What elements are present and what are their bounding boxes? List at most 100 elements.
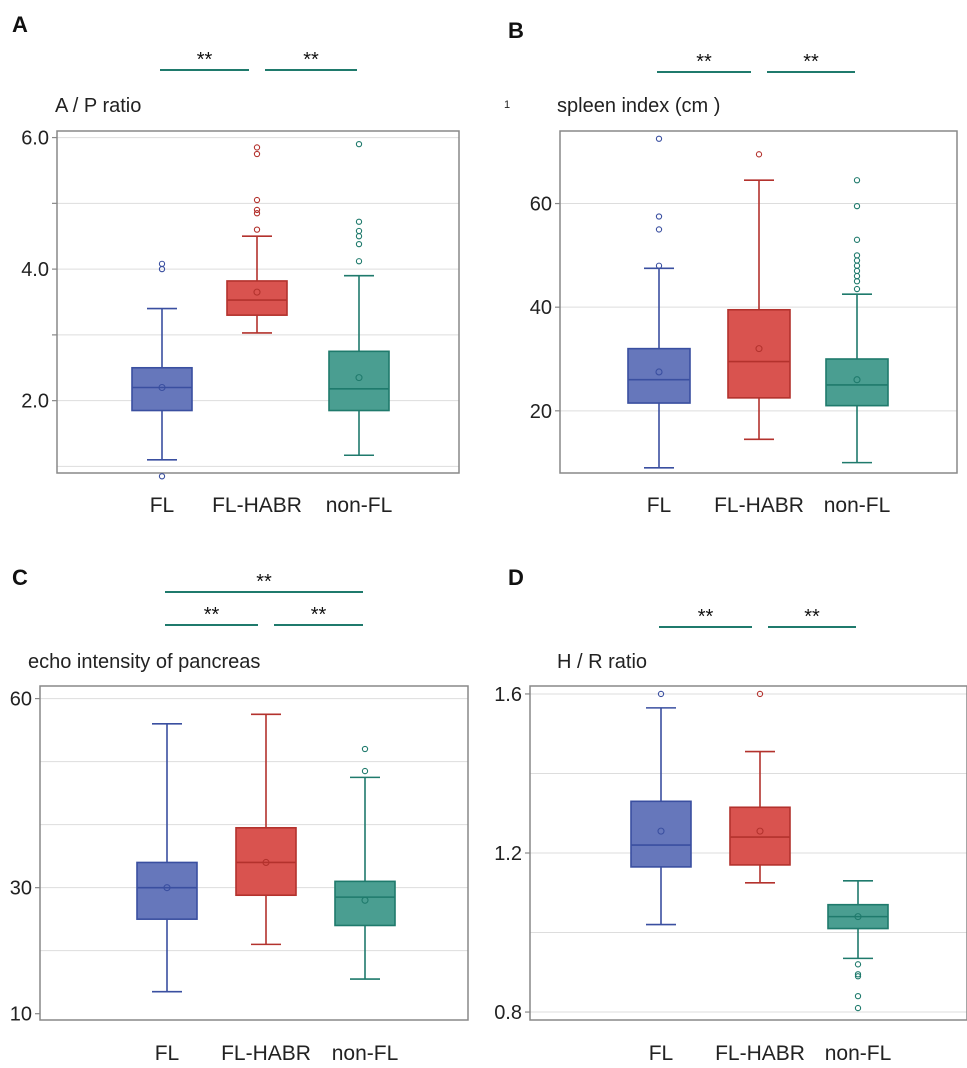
category-label: FL — [155, 1042, 180, 1065]
mean-marker — [361, 896, 369, 904]
significance-label: ** — [803, 51, 819, 73]
y-tick-label: 30 — [10, 878, 32, 900]
box-fl — [136, 723, 198, 993]
box-non-fl — [328, 141, 390, 457]
box-fl — [131, 260, 193, 480]
iqr-box — [131, 366, 193, 412]
y-axis-title: spleen index (cm ) — [557, 95, 720, 117]
significance-label: ** — [204, 604, 220, 626]
category-label: non-FL — [326, 494, 393, 517]
outlier-point — [853, 236, 861, 243]
y-axis-title: A / P ratio — [55, 95, 141, 117]
outlier-point — [655, 135, 663, 142]
outlier-point — [655, 262, 663, 269]
mean-marker — [262, 858, 270, 867]
mean-marker — [756, 827, 764, 835]
plot-frame — [56, 130, 460, 474]
outlier-point — [361, 745, 369, 753]
outlier-point — [355, 258, 363, 265]
panel-letter: C — [12, 565, 28, 590]
outlier-point — [853, 262, 861, 269]
plot-frame — [559, 130, 958, 474]
iqr-box — [630, 800, 692, 868]
y-tick-label: 60 — [530, 194, 552, 216]
category-label: FL-HABR — [715, 1042, 805, 1065]
outlier-point — [853, 202, 861, 210]
outlier-point — [655, 213, 663, 220]
y-axis-title-mark: 1 — [504, 99, 510, 111]
outlier-point — [755, 151, 763, 158]
significance-label: ** — [256, 571, 272, 593]
outlier-point — [253, 226, 261, 233]
outlier-point — [361, 767, 369, 775]
box-fl-habr — [727, 151, 791, 441]
box-non-fl — [825, 177, 889, 464]
category-label: FL — [647, 494, 672, 517]
iqr-box — [235, 826, 297, 897]
outlier-point — [853, 285, 861, 293]
outlier-point — [853, 252, 861, 259]
outlier-point — [253, 196, 261, 204]
outlier-point — [853, 278, 861, 285]
category-label: FL-HABR — [212, 494, 302, 517]
y-tick-label: 10 — [10, 1004, 32, 1026]
significance-label: ** — [698, 606, 714, 628]
outlier-point — [253, 150, 261, 158]
outlier-point — [657, 690, 665, 698]
outlier-point — [854, 971, 862, 978]
box-non-fl — [334, 745, 396, 980]
mean-marker — [854, 913, 862, 921]
y-tick-label: 2.0 — [21, 391, 49, 413]
outlier-point — [853, 257, 861, 264]
y-axis-title: H / R ratio — [557, 651, 647, 673]
box-fl-habr — [729, 690, 791, 884]
iqr-box — [627, 347, 691, 404]
outlier-point — [253, 206, 261, 214]
outlier-point — [756, 690, 764, 698]
outlier-point — [853, 177, 861, 184]
box-fl-habr — [226, 144, 288, 334]
mean-marker — [253, 288, 261, 296]
category-label: FL — [649, 1042, 674, 1065]
outlier-point — [853, 272, 861, 280]
box-non-fl — [827, 880, 889, 1012]
outlier-point — [854, 961, 862, 968]
box-fl — [630, 690, 692, 926]
significance-label: ** — [303, 49, 319, 71]
outlier-point — [655, 226, 663, 233]
y-tick-label: 4.0 — [21, 259, 49, 281]
significance-label: ** — [696, 51, 712, 73]
iqr-box — [729, 806, 791, 866]
outlier-point — [158, 260, 166, 268]
y-tick-label: 1.6 — [494, 684, 522, 706]
outlier-point — [158, 473, 166, 480]
panel-a: A A / P ratio 2.0 4.0 6.0 FL FL-HABR non-FL ** ** — [12, 12, 460, 517]
y-axis-title: echo intensity of pancreas — [28, 651, 260, 673]
mean-marker — [355, 374, 363, 382]
category-label: non-FL — [824, 494, 891, 517]
outlier-point — [355, 141, 363, 148]
outlier-point — [355, 227, 363, 235]
outlier-point — [355, 240, 363, 248]
significance-label: ** — [311, 604, 327, 626]
significance-label: ** — [804, 606, 820, 628]
outlier-point — [355, 233, 363, 240]
outlier-point — [253, 144, 261, 151]
category-label: FL-HABR — [714, 494, 804, 517]
mean-marker — [158, 383, 166, 392]
category-label: non-FL — [332, 1042, 399, 1065]
y-tick-label: 6.0 — [21, 128, 49, 150]
panel-letter: D — [508, 565, 524, 590]
iqr-box — [226, 280, 288, 316]
mean-marker — [853, 376, 861, 384]
iqr-box — [727, 308, 791, 399]
panel-letter: B — [508, 18, 524, 43]
y-tick-label: 0.8 — [494, 1002, 522, 1024]
plot-frame — [39, 685, 469, 1021]
outlier-point — [854, 992, 862, 1000]
significance-label: ** — [197, 49, 213, 71]
y-tick-label: 1.2 — [494, 843, 522, 865]
